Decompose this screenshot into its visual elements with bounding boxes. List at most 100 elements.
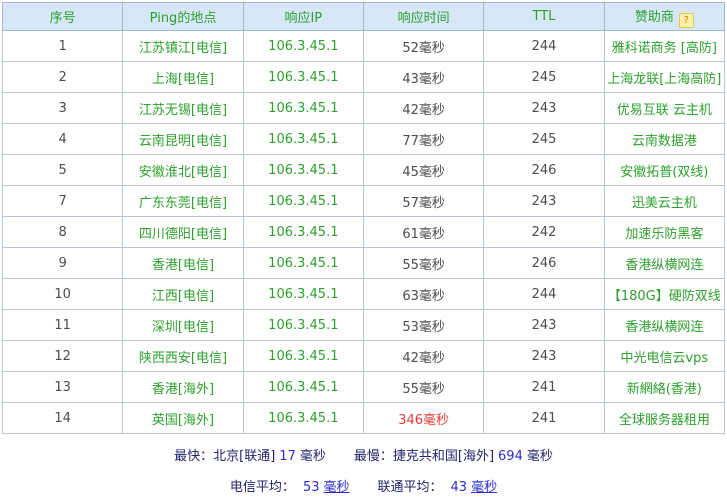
row-number: 4 bbox=[1, 123, 124, 155]
ping-location: 广东东莞[电信] bbox=[122, 185, 244, 217]
response-time: 346毫秒 bbox=[362, 402, 485, 434]
sponsor-link[interactable]: 雅科诺商务 [高防] bbox=[603, 30, 726, 62]
table-row: 1 江苏镇江[电信] 106.3.45.1 52毫秒 244 雅科诺商务 [高防… bbox=[1, 30, 726, 62]
header-location-label: Ping的地点 bbox=[149, 11, 217, 26]
ping-location: 安徽淮北[电信] bbox=[122, 154, 244, 186]
sponsor-link[interactable]: 新網絡(香港) bbox=[603, 371, 726, 403]
header-response-ip-label: 响应IP bbox=[284, 11, 323, 26]
sponsor-link[interactable]: 安徽拓普(双线) bbox=[603, 154, 726, 186]
header-ttl-label: TTL bbox=[532, 9, 556, 24]
ttl-value: 246 bbox=[483, 247, 605, 279]
table-row: 8 四川德阳[电信] 106.3.45.1 61毫秒 242 加速乐防黑客 bbox=[1, 216, 726, 248]
table-row: 5 安徽淮北[电信] 106.3.45.1 45毫秒 246 安徽拓普(双线) bbox=[1, 154, 726, 186]
header-response-ip: 响应IP bbox=[242, 2, 364, 31]
response-time: 63毫秒 bbox=[362, 278, 485, 310]
sponsor-link[interactable]: 【180G】硬防双线 bbox=[603, 278, 726, 310]
table-row: 10 江西[电信] 106.3.45.1 63毫秒 244 【180G】硬防双线 bbox=[1, 278, 726, 310]
sponsor-link[interactable]: 优易互联 云主机 bbox=[603, 92, 726, 124]
fastest-value: 17 bbox=[279, 449, 296, 464]
response-time: 43毫秒 bbox=[362, 61, 485, 93]
sponsor-link[interactable]: 香港纵横网连 bbox=[603, 309, 726, 341]
table-row: 3 江苏无锡[电信] 106.3.45.1 42毫秒 243 优易互联 云主机 bbox=[1, 92, 726, 124]
response-time: 53毫秒 bbox=[362, 309, 485, 341]
response-ip: 106.3.45.1 bbox=[242, 309, 364, 341]
sponsor-link[interactable]: 迅美云主机 bbox=[603, 185, 726, 217]
response-time: 55毫秒 bbox=[362, 371, 485, 403]
slowest-value: 694 bbox=[498, 449, 523, 464]
response-time: 77毫秒 bbox=[362, 123, 485, 155]
response-ip: 106.3.45.1 bbox=[242, 371, 364, 403]
header-response-time: 响应时间 bbox=[362, 2, 485, 31]
response-ip: 106.3.45.1 bbox=[242, 61, 364, 93]
ping-location: 英国[海外] bbox=[122, 402, 244, 434]
row-number: 11 bbox=[1, 309, 124, 341]
sponsor-link[interactable]: 中光电信云vps bbox=[603, 340, 726, 372]
unicom-avg-value: 43 bbox=[450, 480, 468, 495]
sponsor-link[interactable]: 上海龙联[上海高防] bbox=[603, 61, 726, 93]
response-time: 55毫秒 bbox=[362, 247, 485, 279]
unicom-avg-label: 联通平均： bbox=[377, 480, 443, 495]
response-ip: 106.3.45.1 bbox=[242, 185, 364, 217]
header-response-time-label: 响应时间 bbox=[397, 11, 450, 26]
table-row: 11 深圳[电信] 106.3.45.1 53毫秒 243 香港纵横网连 bbox=[1, 309, 726, 341]
ping-location: 四川德阳[电信] bbox=[122, 216, 244, 248]
response-time: 61毫秒 bbox=[362, 216, 485, 248]
ping-location: 江苏无锡[电信] bbox=[122, 92, 244, 124]
response-ip: 106.3.45.1 bbox=[242, 216, 364, 248]
ttl-value: 243 bbox=[483, 185, 605, 217]
slowest-location: 捷克共和国[海外] bbox=[392, 449, 495, 464]
row-number: 12 bbox=[1, 340, 124, 372]
response-time: 52毫秒 bbox=[362, 30, 485, 62]
row-number: 2 bbox=[1, 61, 124, 93]
response-ip: 106.3.45.1 bbox=[242, 340, 364, 372]
telecom-avg-value: 53 bbox=[302, 480, 320, 495]
response-time: 42毫秒 bbox=[362, 92, 485, 124]
table-row: 7 广东东莞[电信] 106.3.45.1 57毫秒 243 迅美云主机 bbox=[1, 185, 726, 217]
header-row: 序号 Ping的地点 响应IP 响应时间 TTL 赞助商? bbox=[1, 2, 726, 31]
header-index-label: 序号 bbox=[49, 11, 76, 26]
row-number: 13 bbox=[1, 371, 124, 403]
telecom-avg-unit-link[interactable]: 毫秒 bbox=[323, 480, 350, 495]
help-icon[interactable]: ? bbox=[678, 12, 694, 28]
fastest-location: 北京[联通] bbox=[213, 449, 276, 464]
response-ip: 106.3.45.1 bbox=[242, 92, 364, 124]
ttl-value: 243 bbox=[483, 340, 605, 372]
sponsor-link[interactable]: 香港纵横网连 bbox=[603, 247, 726, 279]
ping-location: 深圳[电信] bbox=[122, 309, 244, 341]
response-ip: 106.3.45.1 bbox=[242, 30, 364, 62]
slowest-unit: 毫秒 bbox=[526, 449, 553, 464]
row-number: 9 bbox=[1, 247, 124, 279]
row-number: 7 bbox=[1, 185, 124, 217]
header-index: 序号 bbox=[1, 2, 124, 31]
ttl-value: 244 bbox=[483, 278, 605, 310]
row-number: 10 bbox=[1, 278, 124, 310]
unicom-avg-unit-link[interactable]: 毫秒 bbox=[471, 480, 498, 495]
response-ip: 106.3.45.1 bbox=[242, 402, 364, 434]
slowest-label: 最慢： bbox=[353, 449, 393, 464]
response-time: 57毫秒 bbox=[362, 185, 485, 217]
row-number: 5 bbox=[1, 154, 124, 186]
ping-location: 上海[电信] bbox=[122, 61, 244, 93]
sponsor-link[interactable]: 加速乐防黑客 bbox=[603, 216, 726, 248]
ttl-value: 241 bbox=[483, 402, 605, 434]
header-sponsor: 赞助商? bbox=[603, 2, 726, 31]
response-ip: 106.3.45.1 bbox=[242, 123, 364, 155]
response-ip: 106.3.45.1 bbox=[242, 278, 364, 310]
ping-results-table: 序号 Ping的地点 响应IP 响应时间 TTL 赞助商? 1 江苏镇江[电信]… bbox=[1, 2, 726, 434]
sponsor-link[interactable]: 云南数据港 bbox=[603, 123, 726, 155]
ttl-value: 241 bbox=[483, 371, 605, 403]
ttl-value: 243 bbox=[483, 309, 605, 341]
ping-location: 陕西西安[电信] bbox=[122, 340, 244, 372]
row-number: 1 bbox=[1, 30, 124, 62]
header-sponsor-label: 赞助商 bbox=[634, 9, 674, 25]
row-number: 8 bbox=[1, 216, 124, 248]
ttl-value: 244 bbox=[483, 30, 605, 62]
table-row: 2 上海[电信] 106.3.45.1 43毫秒 245 上海龙联[上海高防] bbox=[1, 61, 726, 93]
response-time: 45毫秒 bbox=[362, 154, 485, 186]
row-number: 3 bbox=[1, 92, 124, 124]
header-ttl: TTL bbox=[483, 2, 605, 31]
sponsor-link[interactable]: 全球服务器租用 bbox=[603, 402, 726, 434]
ttl-value: 243 bbox=[483, 92, 605, 124]
ttl-value: 242 bbox=[483, 216, 605, 248]
ping-location: 江西[电信] bbox=[122, 278, 244, 310]
